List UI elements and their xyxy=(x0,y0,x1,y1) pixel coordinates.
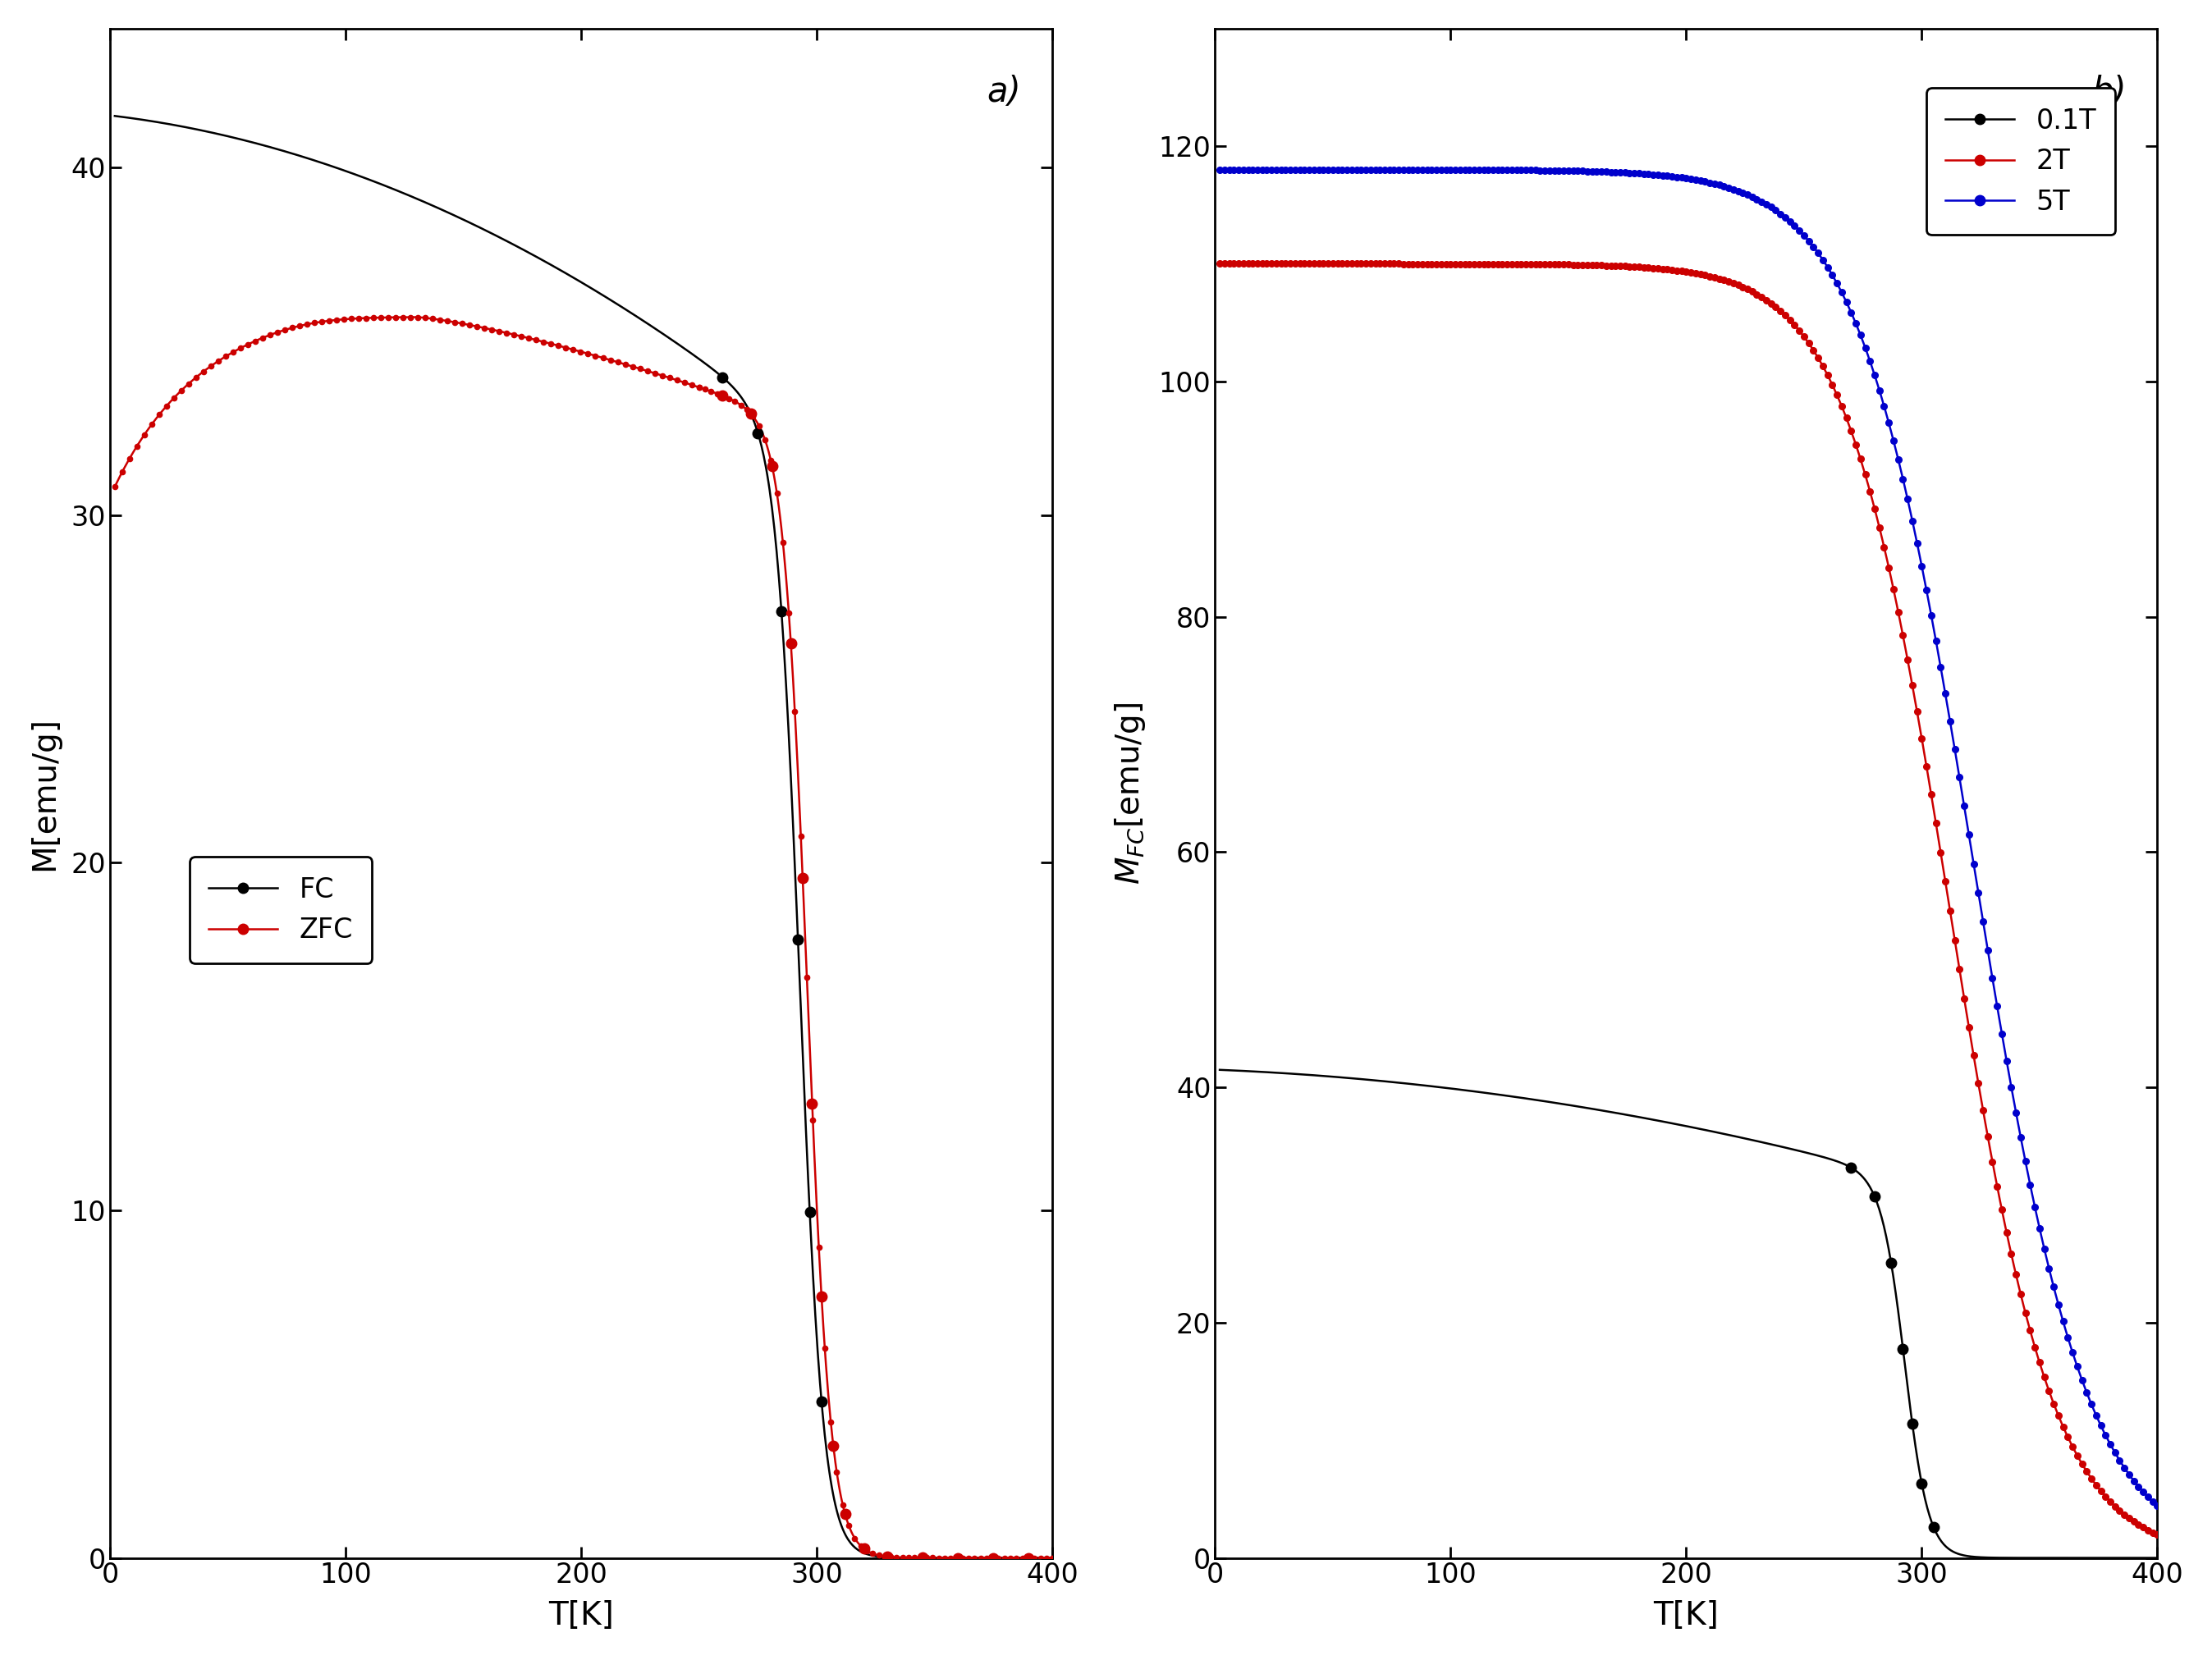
Y-axis label: M[emu/g]: M[emu/g] xyxy=(29,715,60,870)
Text: b): b) xyxy=(2090,75,2126,110)
X-axis label: T[K]: T[K] xyxy=(549,1600,615,1632)
Text: a): a) xyxy=(987,75,1020,110)
Legend: FC, ZFC: FC, ZFC xyxy=(190,857,372,963)
Legend: 0.1T, 2T, 5T: 0.1T, 2T, 5T xyxy=(1927,88,2115,236)
X-axis label: T[K]: T[K] xyxy=(1652,1600,1719,1632)
Y-axis label: $M_{FC}$[emu/g]: $M_{FC}$[emu/g] xyxy=(1113,702,1148,885)
